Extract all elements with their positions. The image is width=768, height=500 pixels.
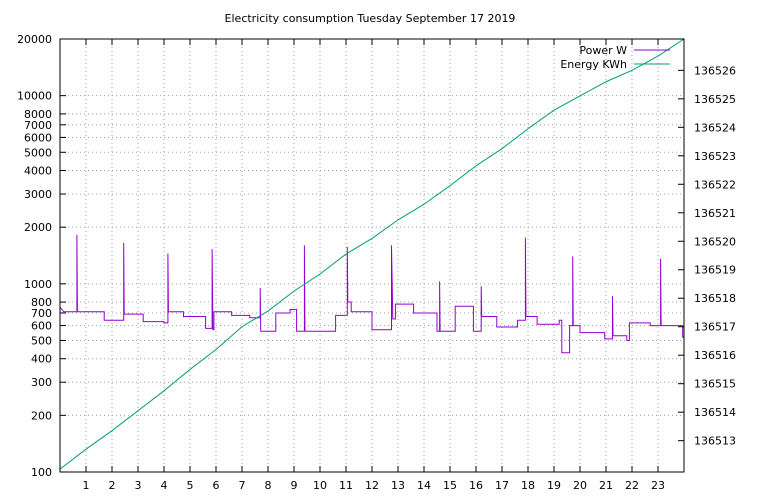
y-right-tick-label: 136525 <box>694 93 736 106</box>
x-tick-label: 9 <box>291 479 298 492</box>
x-tick-label: 12 <box>365 479 379 492</box>
y-left-tick-label: 4000 <box>24 165 52 178</box>
y-right-tick-label: 136524 <box>694 121 736 134</box>
legend-label-power: Power W <box>579 44 627 57</box>
y-right-tick-label: 136526 <box>694 64 736 77</box>
x-tick-label: 11 <box>339 479 353 492</box>
y-left-tick-label: 1000 <box>24 278 52 291</box>
y-left-tick-label: 5000 <box>24 146 52 159</box>
x-tick-label: 13 <box>391 479 405 492</box>
legend: Power W Energy KWh <box>560 44 670 71</box>
y-right-tick-label: 136523 <box>694 150 736 163</box>
axes: 1 2 3 4 5 6 7 8 9 10 11 12 13 14 15 16 17 18 19 20 21 22 23100… <box>17 33 736 492</box>
y-right-tick-label: 136514 <box>694 406 736 419</box>
series-line-energy <box>59 38 685 470</box>
x-tick-label: 14 <box>417 479 431 492</box>
x-tick-label: 2 <box>109 479 116 492</box>
x-tick-label: 5 <box>187 479 194 492</box>
y-left-tick-label: 8000 <box>24 108 52 121</box>
x-tick-label: 4 <box>161 479 168 492</box>
y-left-tick-label: 2000 <box>24 221 52 234</box>
x-tick-label: 1 <box>83 479 90 492</box>
y-left-tick-label: 20000 <box>17 33 52 46</box>
y-right-tick-label: 136515 <box>694 378 736 391</box>
x-tick-label: 7 <box>239 479 246 492</box>
legend-label-energy: Energy KWh <box>560 58 627 71</box>
y-left-tick-label: 200 <box>31 409 52 422</box>
x-tick-label: 20 <box>573 479 587 492</box>
y-right-tick-label: 136516 <box>694 349 736 362</box>
x-tick-label: 3 <box>135 479 142 492</box>
x-tick-label: 22 <box>625 479 639 492</box>
y-left-tick-label: 500 <box>31 334 52 347</box>
y-left-tick-label: 10000 <box>17 90 52 103</box>
y-left-tick-label: 6000 <box>24 131 52 144</box>
y-left-tick-label: 700 <box>31 307 52 320</box>
y-right-tick-label: 136521 <box>694 207 736 220</box>
series-layer <box>59 38 685 470</box>
y-left-tick-label: 300 <box>31 376 52 389</box>
x-tick-label: 23 <box>651 479 665 492</box>
y-left-tick-label: 100 <box>31 466 52 479</box>
x-tick-label: 6 <box>213 479 220 492</box>
y-left-tick-label: 7000 <box>24 119 52 132</box>
series-line-power <box>59 234 684 354</box>
x-tick-label: 10 <box>313 479 327 492</box>
x-tick-label: 18 <box>521 479 535 492</box>
x-tick-label: 19 <box>547 479 561 492</box>
x-tick-label: 15 <box>443 479 457 492</box>
y-right-tick-label: 136522 <box>694 178 736 191</box>
y-left-tick-label: 400 <box>31 353 52 366</box>
y-left-tick-label: 600 <box>31 320 52 333</box>
y-right-tick-label: 136520 <box>694 235 736 248</box>
chart-title: Electricity consumption Tuesday Septembe… <box>225 12 516 25</box>
y-right-tick-label: 136517 <box>694 321 736 334</box>
y-right-tick-label: 136519 <box>694 264 736 277</box>
x-tick-label: 17 <box>495 479 509 492</box>
y-left-tick-label: 3000 <box>24 188 52 201</box>
y-left-tick-label: 800 <box>31 296 52 309</box>
x-tick-label: 16 <box>469 479 483 492</box>
x-tick-label: 8 <box>265 479 272 492</box>
y-right-tick-label: 136518 <box>694 292 736 305</box>
x-tick-label: 21 <box>599 479 613 492</box>
y-right-tick-label: 136513 <box>694 435 736 448</box>
